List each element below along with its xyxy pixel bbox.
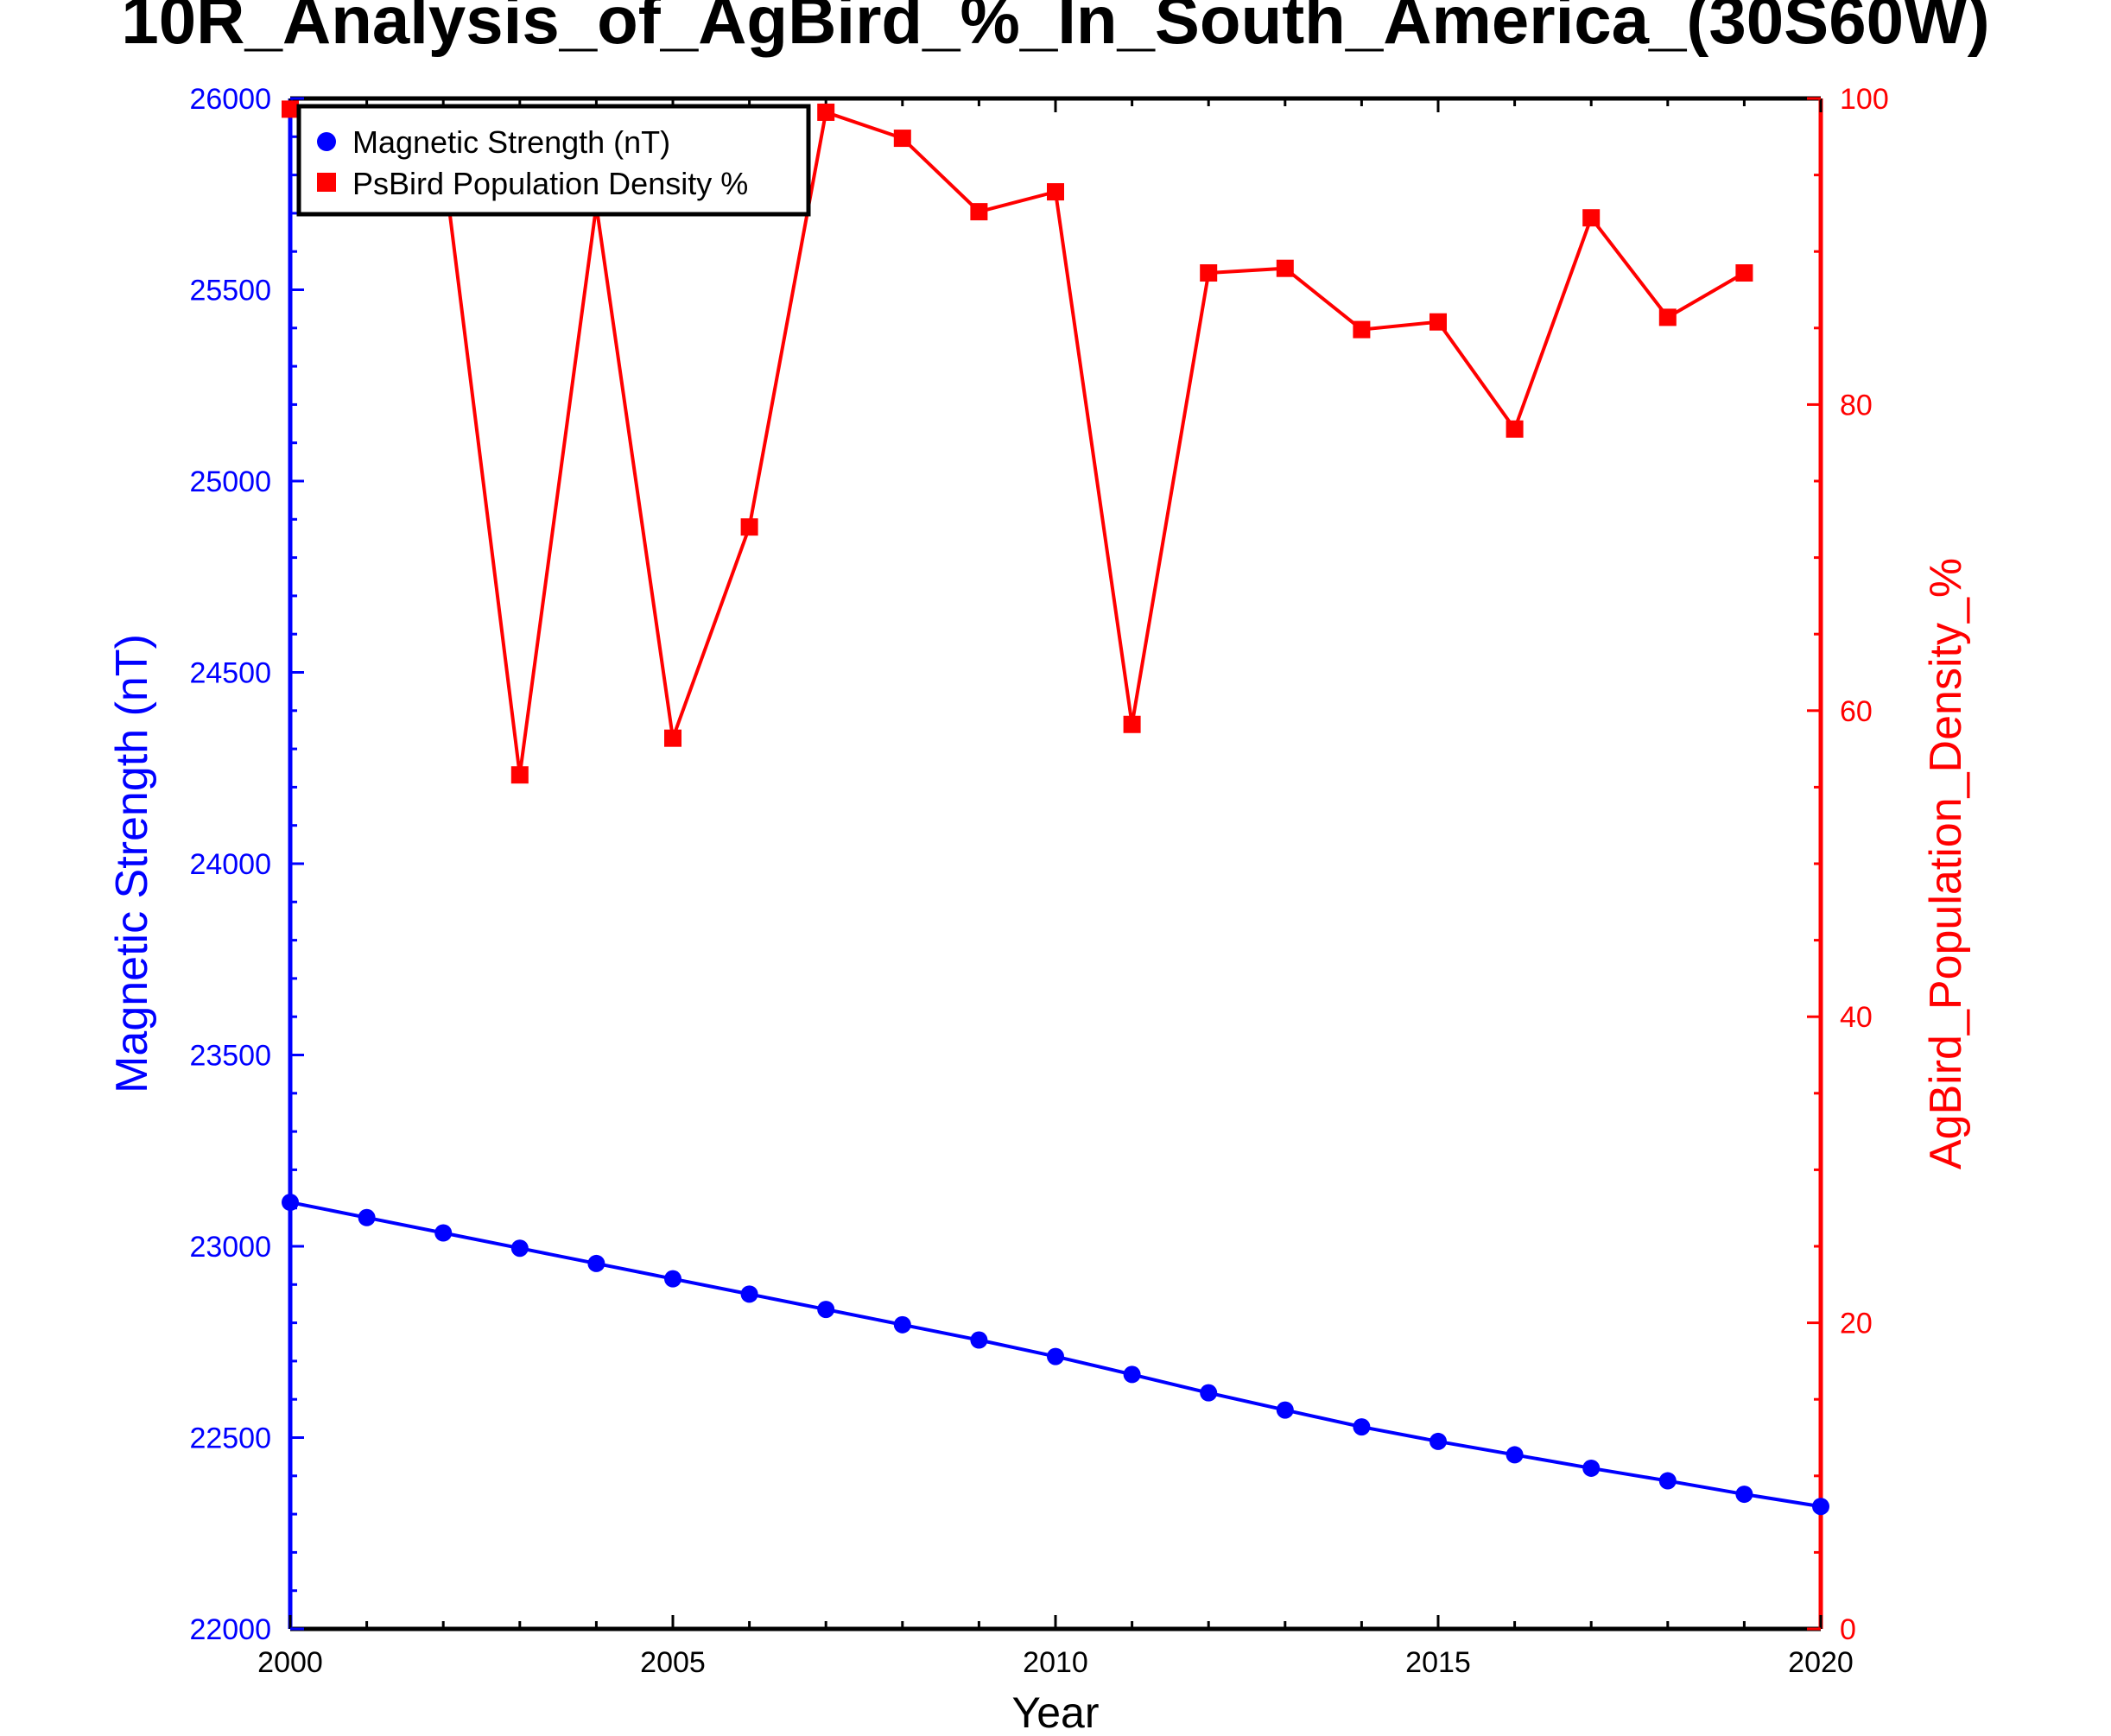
data-point-psbird-density [740,518,758,536]
data-point-psbird-density [1735,264,1753,282]
data-point-psbird-density [282,100,299,118]
data-point-magnetic-strength [282,1194,299,1212]
y-right-tick-label: 40 [1840,1001,1873,1034]
y-left-tick-label: 26000 [189,83,271,116]
x-tick-label: 2005 [640,1646,706,1679]
y-right-tick-label: 100 [1840,83,1889,116]
data-point-magnetic-strength [1506,1446,1524,1464]
y-left-tick-label: 23000 [189,1231,271,1264]
data-point-magnetic-strength [893,1315,911,1334]
data-point-psbird-density [893,130,911,148]
plot-frame [288,96,1823,1631]
data-point-psbird-density [1353,320,1371,339]
x-tick-label: 2010 [1023,1646,1088,1679]
data-point-magnetic-strength [358,1208,376,1226]
data-point-psbird-density [1200,264,1218,282]
x-axis-label: Year [1011,1688,1099,1736]
y-axis-right: 0 20 40 60 80 100 [1807,83,1889,1646]
chart-title: 10R_Analysis_of_AgBird_%_In_South_Americ… [121,0,1989,58]
data-point-magnetic-strength [1276,1401,1294,1419]
data-point-magnetic-strength [664,1270,681,1288]
data-point-psbird-density [664,729,681,747]
y-left-tick-label: 23500 [189,1040,271,1073]
data-point-magnetic-strength [1353,1418,1371,1436]
data-point-magnetic-strength [817,1301,835,1319]
data-point-psbird-density [510,766,529,784]
data-point-psbird-density [1047,183,1064,201]
data-point-magnetic-strength [970,1331,988,1349]
data-point-psbird-density [1582,209,1601,227]
data-point-magnetic-strength [740,1285,758,1303]
x-axis: 2000 2005 2010 2015 2020 [257,98,1854,1679]
legend-label-psbird-density: PsBird Population Density % [352,166,748,201]
data-point-psbird-density [1276,259,1294,277]
y-left-tick-label: 24000 [189,848,271,881]
data-point-magnetic-strength [1430,1432,1447,1450]
y-left-tick-label: 25500 [189,275,271,307]
y-left-tick-label: 22000 [189,1613,271,1646]
y-left-tick-label: 22500 [189,1422,271,1455]
y-right-tick-label: 0 [1840,1613,1856,1646]
legend-marker-psbird-density [317,173,336,192]
data-point-magnetic-strength [434,1224,453,1242]
x-tick-label: 2020 [1788,1646,1854,1679]
y-axis-right-label: AgBird_Population_Density_% [1921,558,1971,1169]
x-tick-label: 2000 [257,1646,323,1679]
legend: Magnetic Strength (nT) PsBird Population… [296,104,811,217]
data-point-psbird-density [1123,715,1141,733]
data-point-magnetic-strength [1735,1486,1753,1504]
y-left-tick-label: 25000 [189,466,271,498]
data-point-magnetic-strength [510,1239,529,1258]
data-point-magnetic-strength [1658,1472,1677,1490]
y-left-tick-label: 24500 [189,657,271,690]
y-axis-left-label: Magnetic Strength (nT) [107,634,157,1093]
data-point-psbird-density [1506,420,1524,438]
data-point-magnetic-strength [1582,1459,1601,1477]
data-point-psbird-density [817,103,835,121]
data-point-psbird-density [970,203,988,221]
legend-marker-magnetic-strength [317,132,336,151]
data-point-magnetic-strength [1047,1347,1064,1365]
legend-label-magnetic-strength: Magnetic Strength (nT) [352,124,670,160]
y-right-tick-label: 60 [1840,695,1873,728]
data-point-magnetic-strength [587,1254,605,1272]
x-tick-label: 2015 [1405,1646,1471,1679]
data-point-magnetic-strength [1812,1498,1829,1516]
series-layer [282,100,1829,1516]
y-right-tick-label: 20 [1840,1308,1873,1340]
data-point-magnetic-strength [1200,1384,1218,1402]
data-point-magnetic-strength [1123,1365,1141,1384]
y-right-tick-label: 80 [1840,389,1873,421]
legend-box [296,104,811,217]
data-point-psbird-density [1658,308,1677,326]
data-point-psbird-density [1430,313,1447,331]
y-axis-left: 22000 22500 23000 23500 24000 24500 25000 25500… [189,83,304,1646]
series-line-1 [288,107,1746,776]
